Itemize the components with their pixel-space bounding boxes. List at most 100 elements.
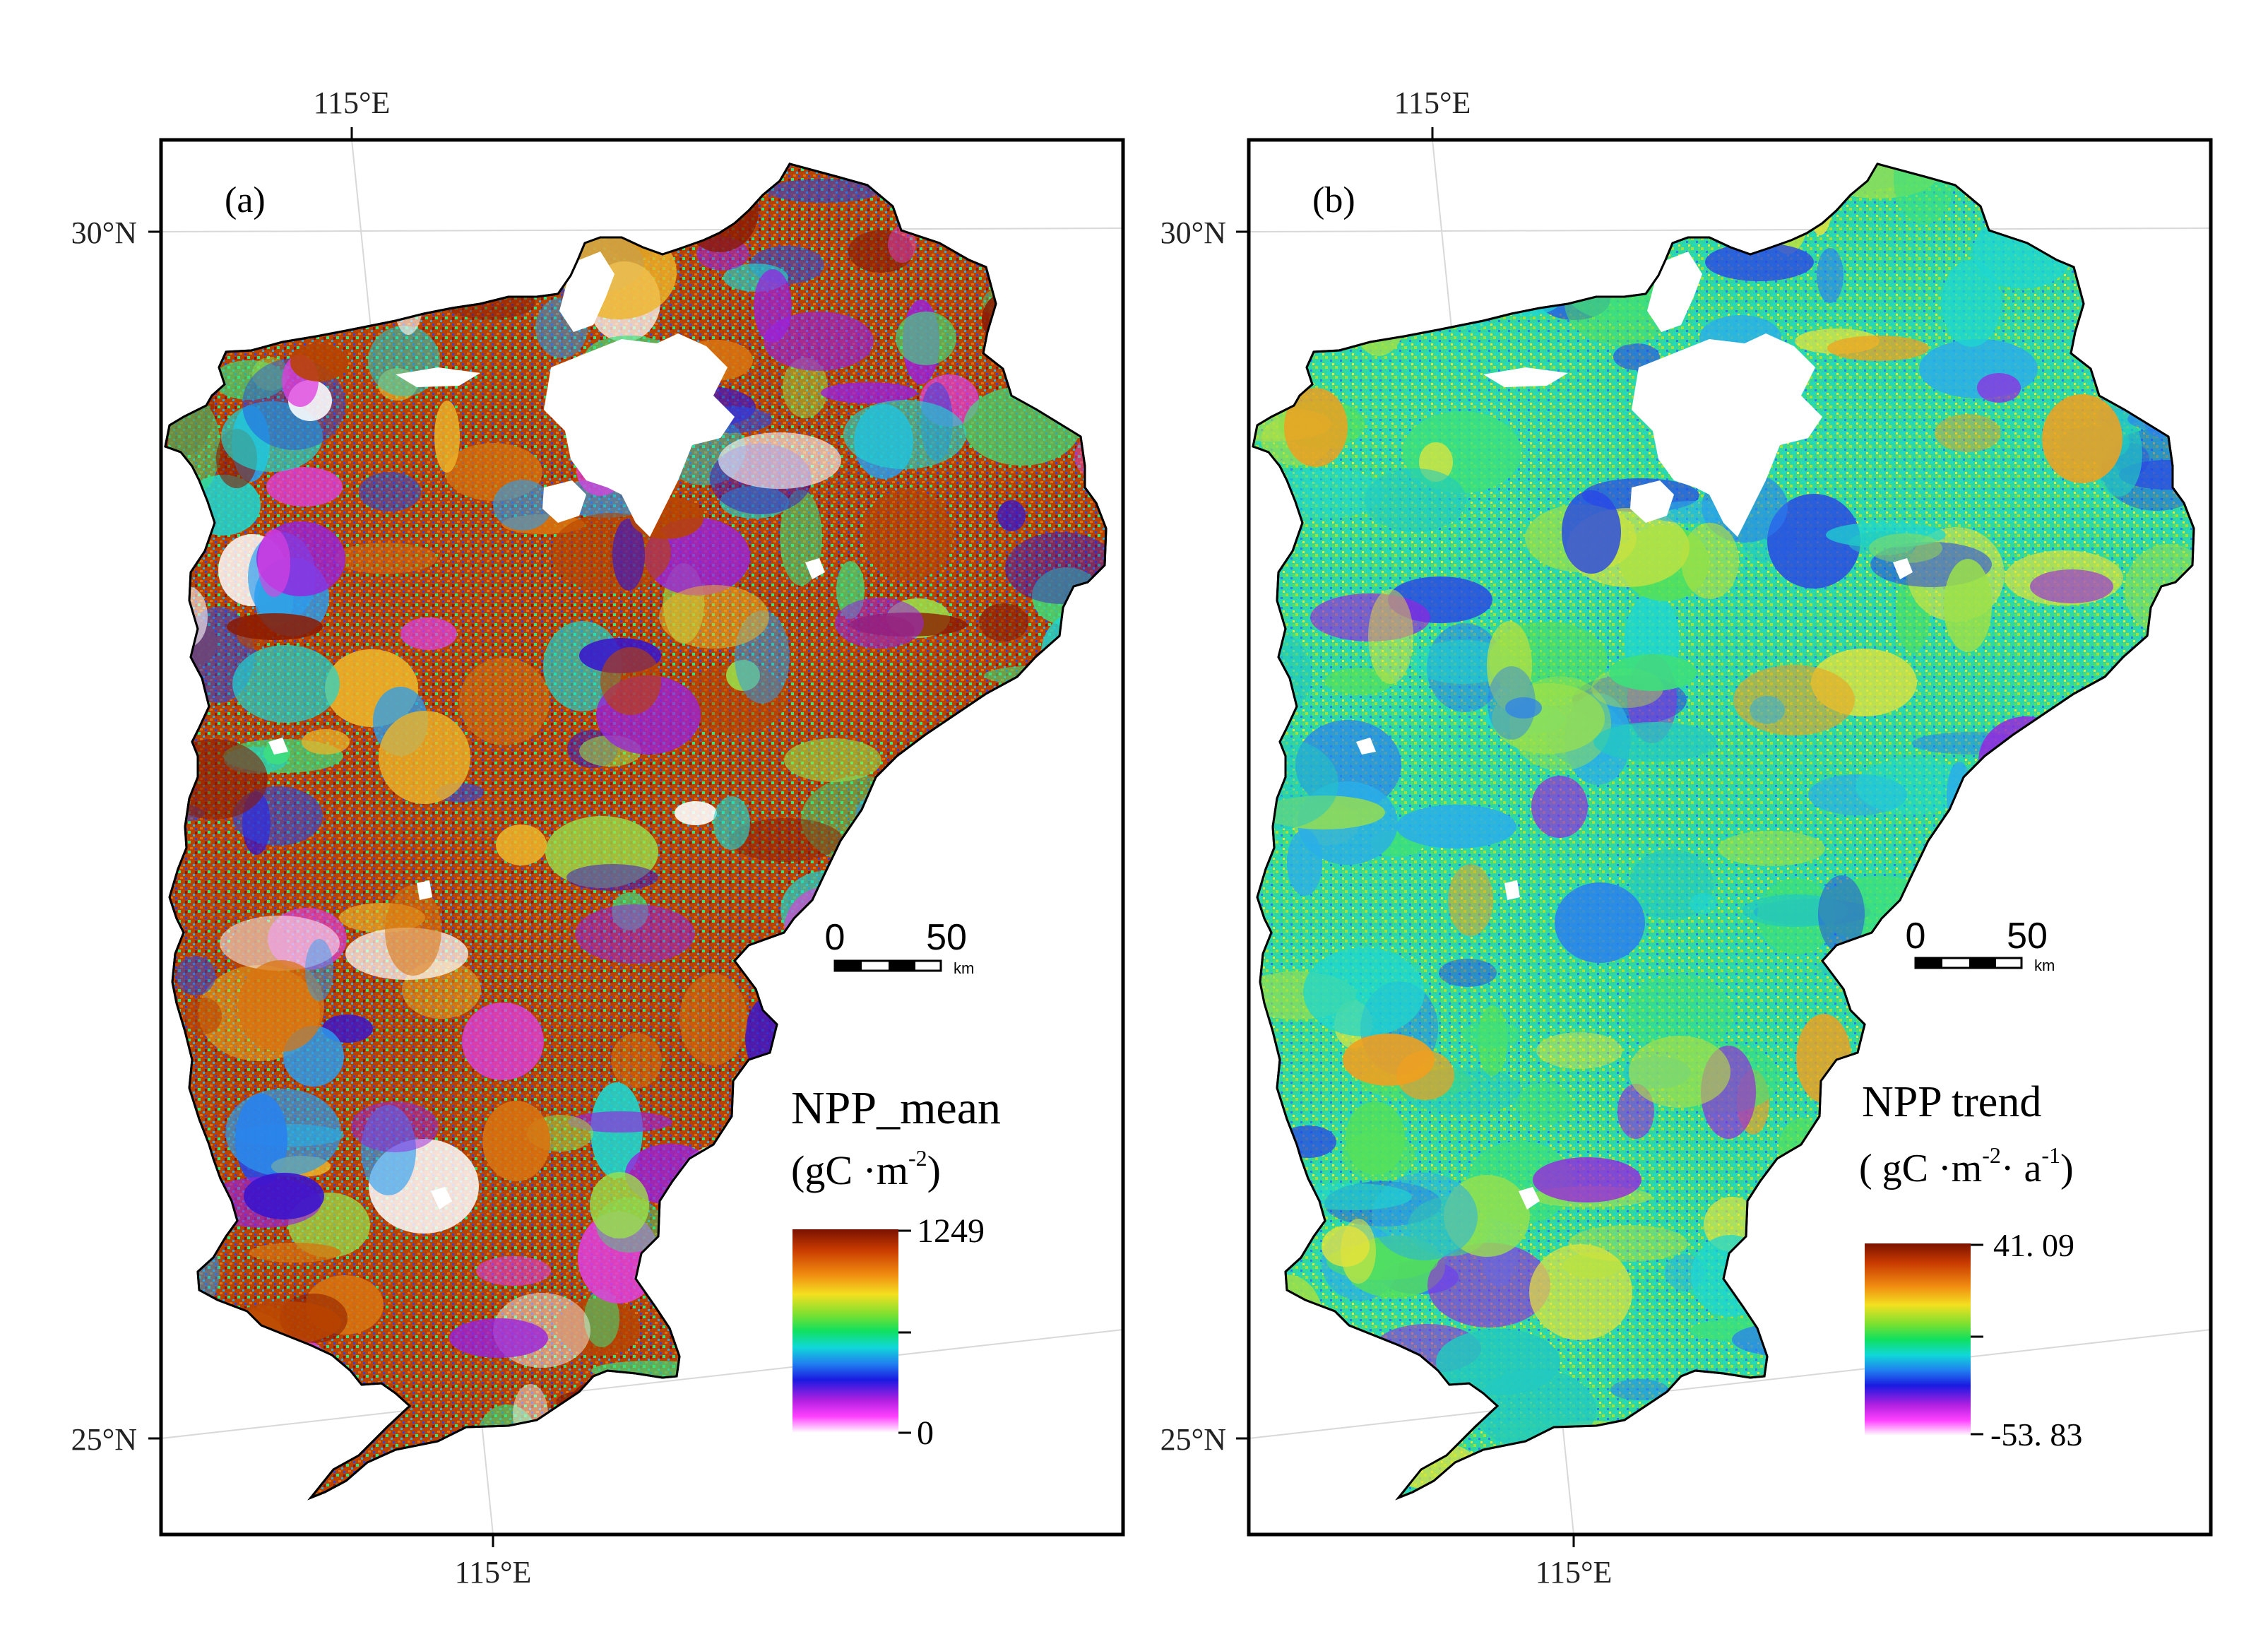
map-cluster — [1747, 1253, 1865, 1320]
map-cluster — [476, 1256, 551, 1286]
map-cluster — [1336, 1381, 1426, 1412]
map-cluster — [691, 1361, 718, 1405]
map-cluster — [862, 489, 953, 581]
map-cluster — [2127, 404, 2194, 434]
map-cluster — [249, 1346, 324, 1425]
map-cluster — [1371, 218, 1456, 300]
map-cluster — [584, 1289, 619, 1347]
legend-title-a: NPP_mean — [791, 1082, 1001, 1134]
lake-area — [417, 880, 432, 900]
panel-tag-a: (a) — [225, 180, 266, 220]
map-cluster — [764, 312, 874, 371]
map-cluster — [1609, 654, 1697, 691]
map-cluster — [1562, 490, 1621, 574]
map-cluster — [979, 603, 1028, 641]
map-cluster — [227, 613, 323, 640]
map-cluster — [971, 1382, 1035, 1475]
map-cluster — [479, 265, 545, 286]
map-cluster — [1448, 864, 1493, 936]
panel-a-frame — [159, 138, 1125, 1537]
map-cluster — [871, 964, 915, 1058]
map-cluster — [266, 467, 343, 507]
map-cluster — [1958, 909, 2009, 986]
lake-area — [542, 480, 586, 523]
map-cluster — [220, 916, 340, 971]
map-cluster — [359, 472, 421, 512]
map-cluster — [258, 529, 290, 597]
map-cluster — [165, 739, 268, 820]
map-cluster — [600, 647, 661, 715]
lake-area — [396, 367, 480, 387]
map-cluster — [1055, 1339, 1103, 1373]
map-cluster — [393, 254, 424, 335]
map-cluster — [1481, 253, 1570, 317]
map-cluster — [2084, 1115, 2194, 1207]
map-cluster — [215, 228, 321, 266]
map-cluster — [185, 998, 222, 1034]
map-cluster — [568, 1111, 672, 1133]
map-cluster — [1516, 1082, 1572, 1126]
map-cluster — [2046, 1075, 2167, 1153]
legend-title-b: NPP trend — [1862, 1078, 2041, 1126]
map-cluster — [1351, 1358, 1439, 1406]
map-cluster — [231, 1301, 341, 1344]
panel-tag-b: (b) — [1312, 180, 1355, 220]
map-cluster — [927, 1407, 992, 1466]
map-cluster — [1038, 355, 1106, 389]
map-cluster — [1033, 164, 1090, 187]
map-cluster — [2125, 828, 2180, 883]
map-cluster — [361, 1105, 416, 1195]
map-cluster — [679, 974, 747, 1065]
map-cluster — [1396, 805, 1516, 848]
map-cluster — [1284, 388, 1348, 467]
map-cluster — [612, 519, 645, 591]
legend-max-b: 41. 09 — [1993, 1227, 2074, 1263]
map-cluster — [1779, 1118, 1825, 1179]
map-cluster — [1365, 468, 1466, 532]
map-cluster — [1681, 523, 1739, 599]
map-cluster — [305, 939, 333, 1001]
map-cluster — [817, 992, 869, 1040]
lake-area — [1632, 333, 1822, 537]
map-cluster — [1322, 1226, 1370, 1267]
map-cluster — [334, 543, 437, 574]
map-cluster — [1039, 1122, 1106, 1195]
map-cluster — [2125, 544, 2194, 636]
map-cluster — [784, 738, 881, 782]
map-cluster — [1784, 189, 1817, 232]
panel-b: 115°E 115°E 30°N 25°N (b) 0 50 km NPP tr… — [1160, 85, 2213, 1590]
map-cluster — [1827, 336, 1929, 361]
legend-unit-a: (gC ·m-2) — [791, 1145, 941, 1193]
map-cluster — [1921, 923, 1996, 951]
map-cluster — [1869, 533, 1942, 563]
map-cluster — [1325, 668, 1394, 694]
map-cluster — [865, 790, 915, 852]
map-cluster — [1862, 1030, 1921, 1081]
lake-area — [268, 738, 288, 755]
lat-south-label-a: 25°N — [71, 1422, 137, 1457]
lat-south-label-b: 25°N — [1160, 1422, 1226, 1457]
map-cluster — [362, 164, 469, 225]
map-cluster — [783, 357, 828, 418]
map-cluster — [601, 164, 643, 218]
map-cluster — [1944, 559, 1992, 652]
map-cluster — [244, 1173, 324, 1219]
map-cluster — [757, 1382, 791, 1451]
map-cluster — [713, 796, 750, 850]
map-cluster — [1691, 1235, 1770, 1317]
map-cluster — [1016, 1440, 1081, 1475]
map-cluster — [1253, 254, 1358, 344]
map-cluster — [1346, 1101, 1405, 1175]
map-cluster — [1372, 1173, 1478, 1260]
map-cluster — [1303, 947, 1425, 1036]
scalebar-b: 0 50 km — [1906, 916, 2055, 974]
map-cluster — [562, 1376, 660, 1467]
map-cluster — [1066, 389, 1104, 410]
map-cluster — [1841, 930, 1944, 1014]
map-cluster — [1029, 261, 1106, 286]
map-cluster — [681, 169, 759, 252]
map-cluster — [186, 475, 261, 536]
map-cluster — [2098, 748, 2192, 832]
map-cluster — [165, 1133, 213, 1211]
map-cluster — [1856, 758, 1970, 815]
